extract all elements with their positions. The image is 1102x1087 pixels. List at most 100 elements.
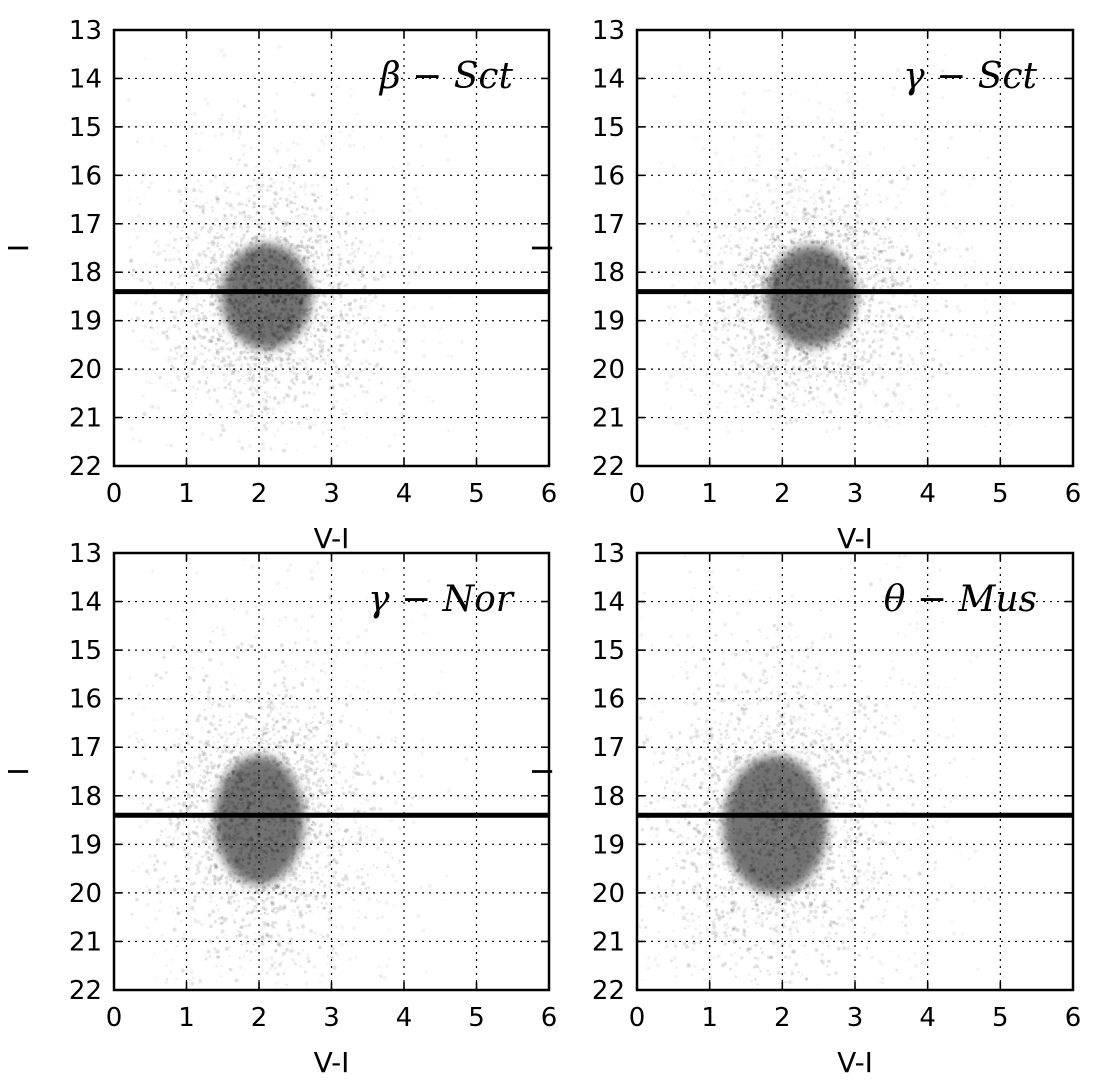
data-point xyxy=(825,348,830,354)
data-point xyxy=(712,277,716,281)
data-point xyxy=(209,335,214,340)
data-point xyxy=(224,265,229,270)
data-point xyxy=(277,44,282,49)
data-point xyxy=(837,234,840,238)
data-point xyxy=(840,264,843,267)
data-point xyxy=(225,262,229,265)
data-point xyxy=(705,372,709,376)
data-point xyxy=(834,280,837,283)
data-point xyxy=(826,236,829,239)
data-point xyxy=(813,272,817,276)
data-point xyxy=(309,228,314,233)
data-point xyxy=(750,246,754,250)
data-point xyxy=(343,240,347,243)
data-point xyxy=(234,337,237,340)
data-point xyxy=(697,308,700,311)
data-point xyxy=(839,215,843,218)
data-point xyxy=(338,317,341,320)
data-point xyxy=(222,217,226,221)
data-point xyxy=(280,285,283,289)
data-point xyxy=(292,367,296,371)
data-point xyxy=(324,301,329,306)
data-point xyxy=(853,311,856,314)
data-point xyxy=(791,229,796,233)
data-point xyxy=(304,247,309,252)
data-point xyxy=(278,312,282,317)
data-point xyxy=(278,325,282,330)
data-point xyxy=(686,377,689,381)
data-point xyxy=(806,321,810,325)
data-point xyxy=(228,203,233,208)
data-point xyxy=(832,250,835,253)
data-point xyxy=(242,210,246,215)
data-point xyxy=(363,322,366,325)
data-point xyxy=(895,382,900,387)
data-point xyxy=(173,285,177,289)
data-point xyxy=(772,259,776,263)
data-point xyxy=(792,325,795,328)
data-point xyxy=(335,399,339,404)
data-point xyxy=(914,226,919,231)
data-point xyxy=(790,239,793,242)
data-point xyxy=(766,246,769,249)
data-point xyxy=(319,242,322,246)
data-point xyxy=(336,325,341,329)
data-point xyxy=(930,375,935,379)
data-point xyxy=(257,324,261,328)
data-point xyxy=(816,240,821,245)
data-point xyxy=(220,273,224,277)
data-point xyxy=(771,249,775,253)
data-point xyxy=(796,185,802,190)
data-point xyxy=(208,303,212,307)
data-point xyxy=(940,69,945,73)
data-point xyxy=(827,242,832,247)
data-point xyxy=(266,304,270,307)
data-point xyxy=(234,241,239,246)
data-point xyxy=(229,380,232,384)
data-point xyxy=(244,312,247,315)
data-point xyxy=(940,328,945,333)
data-point xyxy=(186,374,190,379)
data-point xyxy=(763,382,766,386)
data-point xyxy=(229,300,233,303)
data-point xyxy=(195,296,198,299)
data-point xyxy=(779,309,781,312)
data-point xyxy=(300,244,305,249)
data-point xyxy=(308,417,311,421)
data-point xyxy=(849,334,853,338)
data-point xyxy=(845,362,849,367)
data-point xyxy=(764,277,770,282)
data-point xyxy=(218,224,222,228)
data-point xyxy=(250,283,254,287)
data-point xyxy=(827,166,832,171)
data-point xyxy=(811,240,815,245)
data-point xyxy=(167,188,172,193)
data-point xyxy=(216,285,221,290)
data-point xyxy=(909,253,914,258)
data-point xyxy=(830,220,835,225)
data-point xyxy=(256,281,259,285)
data-point xyxy=(225,260,229,264)
data-point xyxy=(209,285,212,288)
data-point xyxy=(869,297,873,301)
data-point xyxy=(308,226,313,232)
data-point xyxy=(882,324,885,328)
data-point xyxy=(294,252,297,255)
data-point xyxy=(727,339,730,342)
data-point xyxy=(786,285,789,288)
data-point xyxy=(176,375,181,380)
data-point xyxy=(861,255,866,259)
data-point xyxy=(232,336,237,341)
data-point xyxy=(156,332,159,335)
data-point xyxy=(289,209,293,214)
data-point xyxy=(761,218,765,221)
data-point xyxy=(818,277,823,282)
data-point xyxy=(818,294,821,296)
data-point xyxy=(236,323,241,328)
data-point xyxy=(745,193,750,198)
data-point xyxy=(747,386,750,389)
data-point xyxy=(903,227,908,232)
data-point xyxy=(841,363,845,368)
data-point xyxy=(239,350,244,356)
data-point xyxy=(722,233,726,238)
